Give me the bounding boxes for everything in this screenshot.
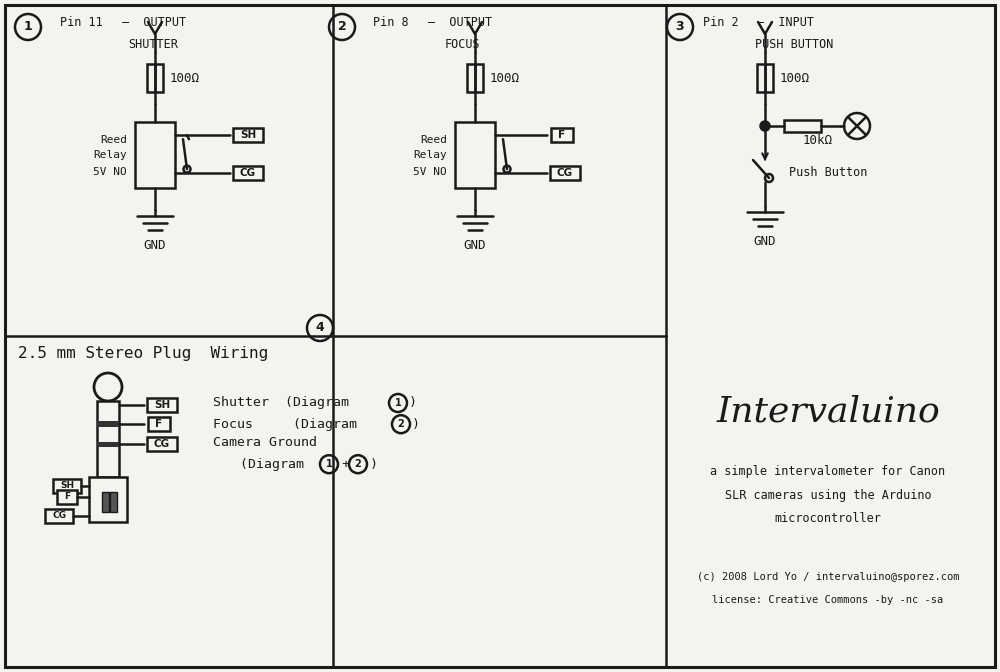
- Text: 10kΩ: 10kΩ: [803, 134, 833, 147]
- Text: 100Ω: 100Ω: [170, 71, 200, 85]
- Text: –  OUTPUT: – OUTPUT: [122, 15, 186, 28]
- Text: 2: 2: [355, 459, 361, 469]
- Bar: [147, 398, 177, 412]
- Text: Camera Ground: Camera Ground: [213, 435, 317, 449]
- Text: ): ): [412, 418, 420, 431]
- Text: 1: 1: [24, 21, 32, 34]
- Text: 2.5 mm Stereo Plug  Wiring: 2.5 mm Stereo Plug Wiring: [18, 347, 268, 362]
- Text: GND: GND: [754, 235, 776, 249]
- Text: 2: 2: [398, 419, 404, 429]
- Text: microcontroller: microcontroller: [775, 511, 881, 525]
- Text: Reed: Reed: [420, 135, 447, 145]
- Circle shape: [761, 122, 770, 130]
- Text: ): ): [409, 396, 417, 409]
- Text: SHUTTER: SHUTTER: [128, 38, 178, 52]
- Text: –  INPUT: – INPUT: [757, 15, 814, 28]
- Text: CG: CG: [52, 511, 66, 521]
- Text: Relay: Relay: [93, 150, 127, 160]
- Text: Pin 11: Pin 11: [60, 15, 103, 28]
- Text: 100Ω: 100Ω: [780, 71, 810, 85]
- Bar: [147, 437, 177, 452]
- Text: PUSH BUTTON: PUSH BUTTON: [755, 38, 833, 52]
- Text: SLR cameras using the Arduino: SLR cameras using the Arduino: [725, 489, 931, 501]
- Text: GND: GND: [144, 239, 166, 253]
- Text: a simple intervalometer for Canon: a simple intervalometer for Canon: [710, 466, 946, 478]
- Text: ): ): [370, 458, 378, 470]
- Bar: [102, 492, 109, 512]
- Text: 5V NO: 5V NO: [413, 167, 447, 177]
- Bar: [551, 128, 573, 142]
- Bar: [233, 128, 263, 142]
- Text: Focus     (Diagram: Focus (Diagram: [213, 418, 365, 431]
- Text: 1: 1: [326, 459, 332, 469]
- Text: FOCUS: FOCUS: [445, 38, 481, 52]
- Text: 3: 3: [676, 21, 684, 34]
- Bar: [110, 492, 117, 512]
- Text: 5V NO: 5V NO: [93, 167, 127, 177]
- Text: +: +: [341, 458, 349, 470]
- Text: F: F: [64, 493, 70, 501]
- Text: SH: SH: [60, 482, 74, 491]
- Bar: [45, 509, 73, 523]
- Bar: [97, 401, 119, 477]
- Bar: [757, 64, 773, 92]
- Text: (c) 2008 Lord Yo / intervaluino@sporez.com: (c) 2008 Lord Yo / intervaluino@sporez.c…: [697, 572, 959, 582]
- Text: CG: CG: [557, 168, 573, 178]
- Bar: [233, 166, 263, 180]
- Bar: [89, 477, 127, 522]
- Text: GND: GND: [464, 239, 486, 253]
- Bar: [148, 417, 170, 431]
- Bar: [467, 64, 483, 92]
- Bar: [550, 166, 580, 180]
- Text: –  OUTPUT: – OUTPUT: [428, 15, 492, 28]
- Text: license: Creative Commons -by -nc -sa: license: Creative Commons -by -nc -sa: [712, 595, 944, 605]
- Text: Relay: Relay: [413, 150, 447, 160]
- Text: CG: CG: [154, 439, 170, 449]
- Bar: [784, 120, 821, 132]
- Text: SH: SH: [154, 400, 170, 410]
- Text: Pin 8: Pin 8: [373, 15, 409, 28]
- Bar: [455, 122, 495, 188]
- Text: 2: 2: [338, 21, 346, 34]
- Text: F: F: [155, 419, 163, 429]
- Text: Pin 2: Pin 2: [703, 15, 739, 28]
- Text: 1: 1: [395, 398, 401, 408]
- Bar: [97, 442, 119, 447]
- Text: 100Ω: 100Ω: [490, 71, 520, 85]
- Bar: [97, 421, 119, 427]
- Text: (Diagram: (Diagram: [240, 458, 312, 470]
- Bar: [135, 122, 175, 188]
- Bar: [57, 490, 77, 504]
- Bar: [53, 478, 81, 493]
- Text: Shutter  (Diagram: Shutter (Diagram: [213, 396, 357, 409]
- Text: Reed: Reed: [100, 135, 127, 145]
- Text: 4: 4: [316, 321, 324, 335]
- Text: SH: SH: [240, 130, 256, 140]
- Bar: [147, 64, 163, 92]
- Text: CG: CG: [240, 168, 256, 178]
- Text: Push Button: Push Button: [789, 167, 867, 179]
- Text: Intervaluino: Intervaluino: [716, 395, 940, 429]
- Text: F: F: [558, 130, 566, 140]
